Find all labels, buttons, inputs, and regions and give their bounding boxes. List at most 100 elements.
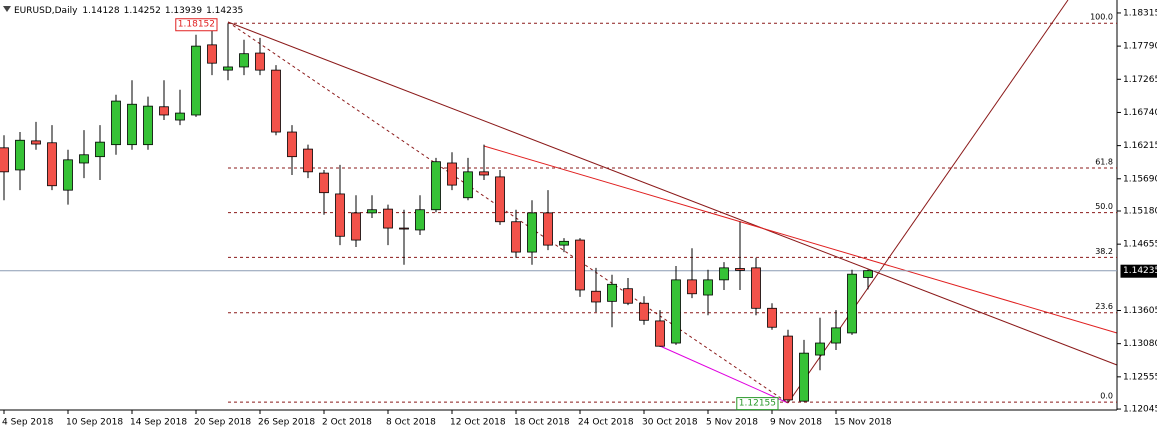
candle-body: [815, 342, 825, 356]
header-high: 1.14252: [124, 6, 161, 16]
candle-body: [527, 212, 537, 253]
candle-body: [47, 142, 57, 187]
x-tick-label: 4 Sep 2018: [2, 418, 54, 428]
candle-body: [31, 140, 41, 145]
x-tick-label: 2 Oct 2018: [322, 418, 372, 428]
y-tick-label: 1.18315: [1123, 8, 1157, 18]
y-tick-label: 1.13605: [1123, 306, 1157, 316]
candle-body: [319, 172, 329, 194]
x-tick-label: 9 Nov 2018: [770, 418, 822, 428]
x-tick-label: 15 Nov 2018: [834, 418, 892, 428]
candle-body: [655, 320, 665, 347]
fib-label: 50.0: [1095, 202, 1113, 211]
symbol: EURUSD,Daily: [14, 6, 78, 16]
high-label: 1.18152: [178, 20, 215, 30]
candle-body: [495, 176, 505, 223]
trendline: [787, 0, 1069, 404]
candle-body: [799, 352, 809, 402]
candle-body: [511, 221, 521, 253]
candle-body: [623, 288, 633, 304]
candle-body: [719, 267, 729, 281]
candle-body: [191, 45, 201, 116]
fib-label: 38.2: [1095, 247, 1113, 256]
candle-body: [863, 270, 873, 278]
x-tick-label: 12 Oct 2018: [450, 418, 506, 428]
candle-body: [431, 161, 441, 211]
candle-body: [95, 141, 105, 158]
header-text: EURUSD,Daily 1.14128 1.14252 1.13939 1.14235: [14, 6, 243, 16]
candle-body: [463, 171, 473, 199]
y-tick-label: 1.16215: [1123, 141, 1157, 151]
candle-body: [847, 273, 857, 334]
fib-label: 0.0: [1100, 392, 1113, 401]
x-tick-label: 18 Oct 2018: [514, 418, 570, 428]
candle-body: [15, 139, 25, 171]
y-tick-label: 1.15180: [1123, 207, 1157, 217]
y-tick-label: 1.13080: [1123, 339, 1157, 349]
candle-body: [783, 335, 793, 401]
header: EURUSD,Daily 1.14128 1.14252 1.13939 1.14235: [3, 6, 243, 16]
x-tick-label: 20 Sep 2018: [194, 418, 251, 428]
candle-body: [383, 208, 393, 229]
fib-label: 61.8: [1095, 157, 1113, 166]
candle-body: [239, 53, 249, 68]
candle-body: [0, 147, 9, 173]
candle-body: [351, 212, 361, 241]
candle-body: [575, 239, 585, 291]
y-tick-label: 1.12045: [1123, 405, 1157, 415]
candle-body: [287, 131, 297, 158]
price-label-box: [1120, 264, 1157, 278]
y-tick-label: 1.12555: [1123, 372, 1157, 382]
y-tick-label: 1.16740: [1123, 108, 1157, 118]
candle-body: [143, 105, 153, 146]
trendline: [659, 345, 789, 404]
x-tick-label: 14 Sep 2018: [130, 418, 187, 428]
fib-label: 23.6: [1095, 302, 1113, 311]
header-low: 1.13939: [165, 6, 202, 16]
candle-body: [591, 290, 601, 303]
trendline: [227, 21, 1118, 366]
candle-body: [751, 267, 761, 309]
candle-body: [223, 66, 233, 71]
candle-body: [399, 227, 409, 230]
x-tick-label: 8 Oct 2018: [386, 418, 436, 428]
price-label: 1.14235: [1123, 266, 1157, 276]
candle-body: [687, 279, 697, 295]
candle-body: [767, 307, 777, 328]
x-tick-label: 30 Oct 2018: [642, 418, 698, 428]
x-tick-label: 24 Oct 2018: [578, 418, 634, 428]
candle-body: [255, 52, 265, 71]
trendline: [483, 145, 1118, 334]
candle-body: [415, 209, 425, 231]
candle-body: [271, 69, 281, 133]
candle-body: [63, 159, 73, 191]
low-label: 1.12155: [739, 399, 776, 409]
candle-body: [335, 193, 345, 237]
candle-body: [559, 240, 569, 246]
candle-body: [703, 279, 713, 296]
fib-label: 100.0: [1090, 13, 1113, 22]
candle-body: [607, 283, 617, 302]
low-label-box: [736, 397, 779, 411]
y-tick-label: 1.17790: [1123, 42, 1157, 52]
drawings: [227, 0, 1118, 404]
candle-body: [479, 171, 489, 176]
fib-diagonal: [227, 21, 789, 404]
candle-body: [671, 279, 681, 344]
symbol-icon: [3, 6, 11, 12]
high-label-box: [175, 18, 218, 32]
y-tick-label: 1.14655: [1123, 240, 1157, 250]
candle-body: [127, 103, 137, 146]
candle-body: [207, 44, 217, 64]
candle-body: [367, 209, 377, 214]
candle-body: [447, 162, 457, 186]
candle-body: [831, 327, 841, 344]
y-tick-label: 1.17265: [1123, 75, 1157, 85]
x-tick-label: 26 Sep 2018: [258, 418, 315, 428]
x-tick-label: 5 Nov 2018: [706, 418, 758, 428]
candle-body: [111, 100, 121, 146]
candle-body: [175, 112, 185, 121]
header-open: 1.14128: [82, 6, 119, 16]
